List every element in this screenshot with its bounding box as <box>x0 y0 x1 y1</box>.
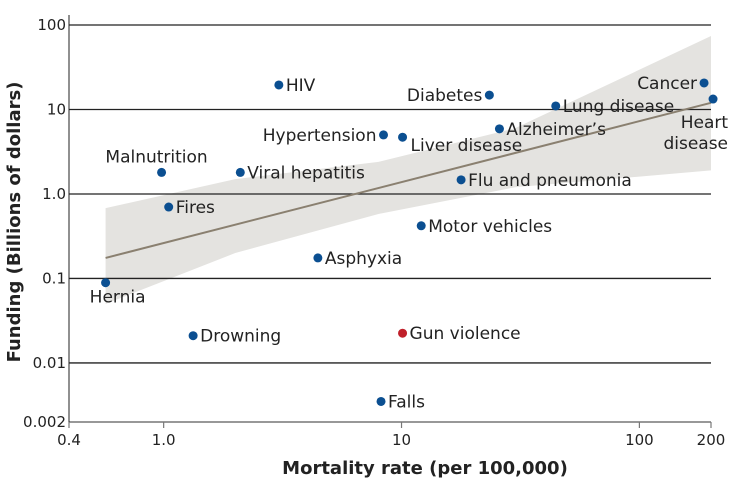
point-label: Heart disease <box>663 113 728 154</box>
y-axis-title: Funding (Billions of dollars) <box>4 82 25 363</box>
data-point <box>494 124 504 134</box>
point-label: Diabetes <box>407 86 483 106</box>
point-label: Malnutrition <box>105 147 207 167</box>
data-point <box>484 90 494 100</box>
data-point <box>379 130 389 140</box>
data-point <box>274 80 284 90</box>
x-tick-label: 1.0 <box>152 431 176 449</box>
point-label: Flu and pneumonia <box>468 171 632 191</box>
point-label: Lung disease <box>563 97 674 117</box>
point-label: Drowning <box>200 327 281 347</box>
point-label: Alzheimer’s <box>506 120 606 140</box>
point-label: Hypertension <box>263 126 377 146</box>
data-point <box>157 167 167 177</box>
confidence-band <box>105 36 712 304</box>
y-tick-label: 0.002 <box>23 413 66 431</box>
data-point <box>699 78 709 88</box>
y-tick-label: 1.0 <box>42 185 66 203</box>
point-label: HIV <box>286 76 316 96</box>
point-label: Motor vehicles <box>428 217 552 237</box>
data-point <box>398 132 408 142</box>
y-tick-label: 0.1 <box>42 269 66 287</box>
data-point <box>398 328 408 338</box>
y-tick-label: 0.01 <box>33 354 66 372</box>
point-label: Fires <box>176 198 215 218</box>
data-point <box>101 278 111 288</box>
point-label: Asphyxia <box>325 249 402 269</box>
data-point <box>164 202 174 212</box>
y-tick-label: 10 <box>47 100 66 118</box>
point-label: Liver disease <box>411 136 523 156</box>
trend-line <box>105 101 712 259</box>
x-axis-title: Mortality rate (per 100,000) <box>282 458 568 479</box>
x-tick-label: 200 <box>697 431 726 449</box>
data-point <box>235 167 245 177</box>
data-point <box>551 101 561 111</box>
data-point <box>416 221 426 231</box>
point-label: Gun violence <box>410 324 521 344</box>
data-point <box>188 331 198 341</box>
data-point <box>708 94 718 104</box>
data-point <box>456 175 466 185</box>
point-label: Hernia <box>90 288 146 308</box>
x-tick-label: 0.4 <box>57 431 81 449</box>
x-tick-label: 100 <box>625 431 654 449</box>
data-point <box>376 396 386 406</box>
data-point <box>313 253 323 263</box>
point-label: Viral hepatitis <box>247 163 365 183</box>
point-label: Falls <box>388 392 425 412</box>
y-tick-label: 100 <box>37 16 66 34</box>
x-tick-label: 10 <box>392 431 411 449</box>
point-label: Cancer <box>637 74 697 94</box>
